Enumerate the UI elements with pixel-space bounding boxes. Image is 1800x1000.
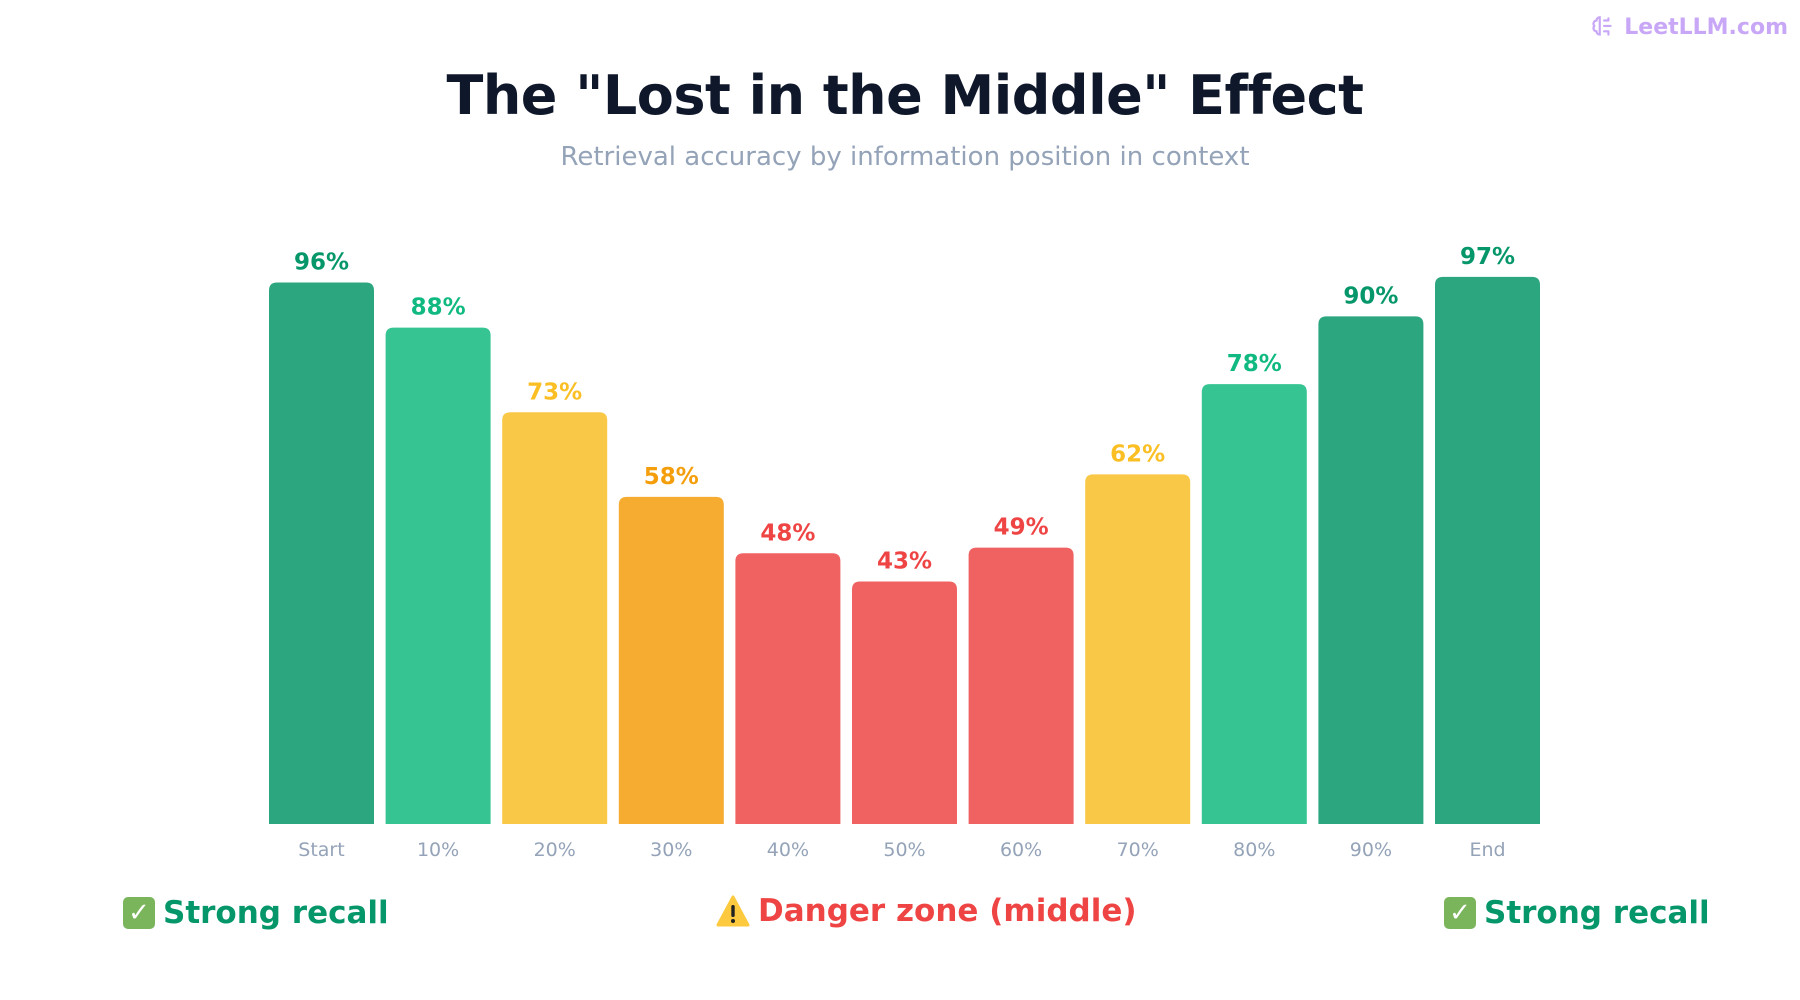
- bar: [502, 412, 608, 824]
- check-icon: ✓: [1444, 897, 1476, 929]
- bar: [1318, 316, 1424, 824]
- brand-logo: LeetLLM.com: [1590, 14, 1788, 40]
- value-label: 62%: [1110, 441, 1165, 467]
- value-label: 97%: [1460, 244, 1515, 270]
- value-label: 88%: [411, 295, 466, 321]
- bar: [1201, 384, 1307, 824]
- x-tick-label: Start: [298, 839, 344, 861]
- bar: [735, 553, 841, 824]
- legend-strong-recall-right: ✓ Strong recall: [1444, 895, 1710, 931]
- value-label: 78%: [1227, 351, 1282, 377]
- x-tick-label: 60%: [1000, 839, 1042, 861]
- warning-icon: [716, 895, 750, 927]
- value-label: 96%: [294, 250, 349, 276]
- value-label: 49%: [994, 515, 1049, 541]
- brain-icon: [1592, 16, 1612, 36]
- legend-label: Danger zone (middle): [758, 893, 1137, 929]
- bar: [968, 547, 1074, 824]
- legend-strong-recall-left: ✓ Strong recall: [123, 895, 389, 931]
- x-tick-label: 10%: [417, 839, 459, 861]
- x-tick-label: End: [1469, 839, 1505, 861]
- bar: [269, 282, 374, 824]
- bar: [385, 327, 491, 824]
- bar: [1435, 276, 1540, 824]
- bar: [618, 496, 724, 824]
- value-label: 58%: [644, 464, 699, 490]
- legend-label: Strong recall: [163, 895, 389, 931]
- x-tick-label: 50%: [883, 839, 925, 861]
- value-label: 90%: [1343, 283, 1398, 309]
- x-tick-label: 30%: [650, 839, 692, 861]
- value-label: 43%: [877, 548, 932, 574]
- x-tick-label: 90%: [1350, 839, 1392, 861]
- legend-label: Strong recall: [1484, 895, 1710, 931]
- chart-title: The "Lost in the Middle" Effect: [446, 64, 1364, 127]
- value-label: 48%: [760, 520, 815, 546]
- x-tick-label: 70%: [1117, 839, 1159, 861]
- bar: [852, 581, 957, 824]
- value-label: 73%: [527, 379, 582, 405]
- bar: [1085, 474, 1191, 824]
- x-tick-label: 80%: [1233, 839, 1275, 861]
- legend-danger-zone: Danger zone (middle): [716, 893, 1137, 929]
- x-tick-label: 40%: [767, 839, 809, 861]
- chart-subtitle: Retrieval accuracy by information positi…: [560, 142, 1250, 172]
- brand-name: LeetLLM.com: [1624, 14, 1788, 40]
- check-icon: ✓: [123, 897, 155, 929]
- x-tick-label: 20%: [534, 839, 576, 861]
